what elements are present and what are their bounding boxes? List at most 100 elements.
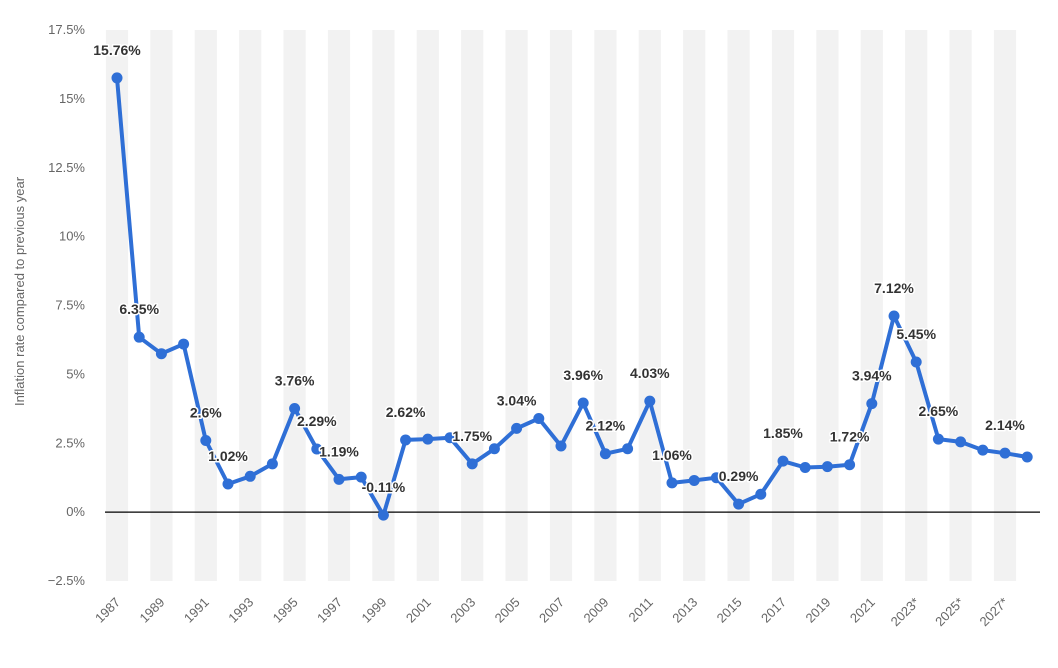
data-point [244, 470, 256, 482]
data-point [178, 338, 190, 350]
data-point [222, 478, 234, 490]
x-tick-label: 2013 [669, 595, 700, 626]
y-tick-label: 7.5% [55, 298, 85, 313]
data-point [155, 348, 167, 360]
data-label: 1.02% [208, 448, 248, 464]
data-point [200, 434, 212, 446]
data-point [1021, 451, 1033, 463]
data-point [577, 397, 589, 409]
x-tick-label: 1999 [358, 595, 389, 626]
data-point [266, 458, 278, 470]
x-tick-label: 2017 [758, 595, 789, 626]
background-band [683, 30, 706, 581]
data-point [133, 331, 145, 343]
y-axis-ticks: −2.5% 0% 2.5% 5% 7.5% 10% 12.5% 15% 17.5% [48, 22, 86, 588]
y-tick-label: 17.5% [48, 22, 85, 37]
x-tick-label: 1989 [136, 595, 167, 626]
data-point [111, 72, 123, 84]
data-point [710, 472, 722, 484]
data-point [355, 471, 367, 483]
data-point [799, 461, 811, 473]
data-label: 3.94% [852, 368, 892, 384]
x-tick-label: 2021 [847, 595, 878, 626]
data-label: 3.76% [275, 373, 315, 389]
data-point [866, 398, 878, 410]
data-point [888, 310, 900, 322]
y-tick-label: 2.5% [55, 435, 85, 450]
data-label: 1.72% [830, 429, 870, 445]
data-point [511, 422, 523, 434]
background-band [194, 30, 217, 581]
data-point [422, 433, 434, 445]
data-label: 1.75% [452, 428, 492, 444]
data-label: 7.12% [874, 280, 914, 296]
data-point [755, 488, 767, 500]
data-label: 15.76% [93, 42, 141, 58]
background-band [727, 30, 750, 581]
data-label: 2.12% [586, 418, 626, 434]
data-point [910, 356, 922, 368]
x-tick-label: 2001 [403, 595, 434, 626]
data-label: 2.62% [386, 404, 426, 420]
data-point [533, 412, 545, 424]
data-point [311, 443, 323, 455]
data-point [377, 509, 389, 521]
x-tick-label: 1997 [314, 595, 345, 626]
x-tick-label: 2007 [536, 595, 567, 626]
background-band [771, 30, 795, 581]
background-band [416, 30, 439, 581]
background-band [150, 30, 173, 581]
data-point [955, 436, 967, 448]
background-band [239, 30, 262, 581]
y-tick-label: 0% [66, 504, 85, 519]
data-point [488, 443, 500, 455]
data-point [289, 403, 301, 415]
y-tick-label: 10% [59, 229, 85, 244]
data-label: 3.04% [497, 392, 537, 408]
background-band [949, 30, 972, 581]
x-tick-label: 2025* [932, 595, 967, 630]
data-labels: 15.76% 6.35% 2.6% 1.02% 3.76% 2.29% 1.19% -0.11… [92, 40, 1027, 496]
background-band [638, 30, 661, 581]
x-tick-label: 2003 [447, 595, 478, 626]
x-tick-label: 2023* [888, 595, 923, 630]
y-tick-label: 15% [59, 91, 85, 106]
data-label: 3.96% [563, 367, 603, 383]
x-tick-label: 2027* [976, 595, 1011, 630]
background-bands [105, 30, 1017, 581]
data-label: -0.11% [362, 479, 406, 495]
data-point [666, 477, 678, 489]
x-tick-label: 2005 [492, 595, 523, 626]
x-tick-label: 1987 [92, 595, 123, 626]
data-label: 0.29% [719, 468, 759, 484]
background-band [461, 30, 484, 581]
background-band [327, 30, 351, 581]
data-point [599, 448, 611, 460]
data-label: 2.6% [190, 404, 222, 420]
data-point [333, 473, 345, 485]
data-label: 2.29% [297, 413, 337, 429]
data-point [999, 447, 1011, 459]
background-band [905, 30, 928, 581]
data-point [555, 440, 567, 452]
x-tick-label: 2019 [802, 595, 833, 626]
x-tick-label: 1993 [225, 595, 256, 626]
background-band [372, 30, 395, 581]
background-band [505, 30, 528, 581]
y-tick-label: 5% [66, 366, 85, 381]
y-tick-label: 12.5% [48, 160, 85, 175]
x-tick-label: 1991 [181, 595, 212, 626]
background-band [105, 30, 129, 581]
x-axis-ticks: 1987 1989 1991 1993 1995 1997 1999 2001 2003 2005… [92, 595, 1011, 630]
data-label: 1.19% [319, 443, 359, 459]
data-label: 6.35% [119, 301, 159, 317]
data-point [733, 498, 745, 510]
data-point [688, 474, 700, 486]
background-band [594, 30, 617, 581]
data-point [821, 461, 833, 473]
data-label: 1.06% [652, 447, 692, 463]
background-band [549, 30, 573, 581]
data-point [466, 458, 478, 470]
data-point [644, 395, 656, 407]
